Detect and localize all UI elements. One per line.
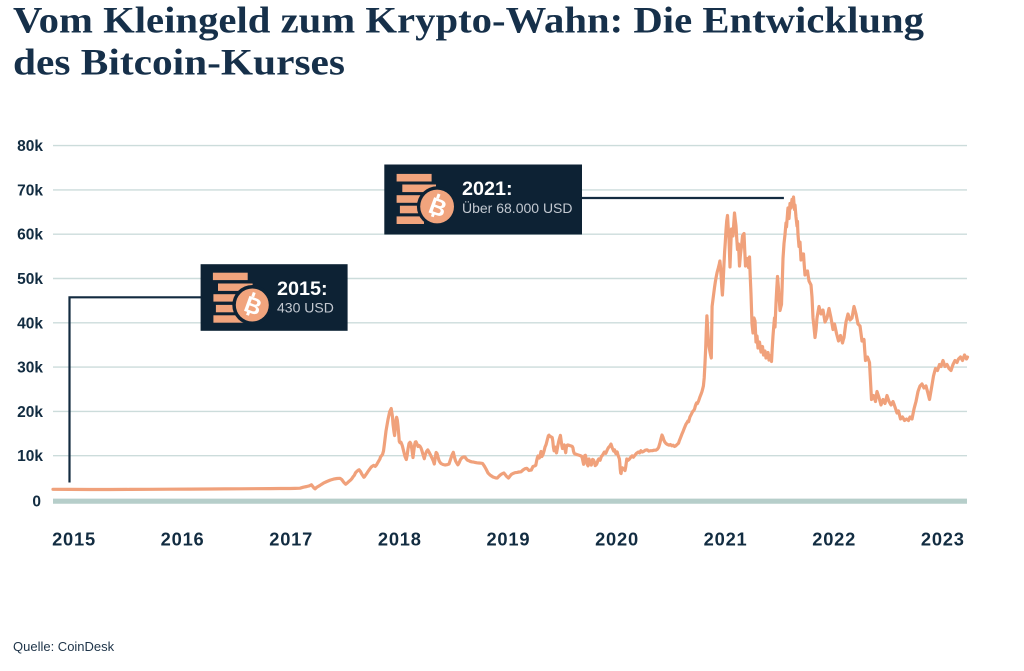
svg-text:2022: 2022 (812, 529, 856, 550)
svg-text:des Bitcoin-Kurses: des Bitcoin-Kurses (13, 42, 345, 83)
svg-text:2015:: 2015: (277, 278, 328, 300)
svg-text:40k: 40k (17, 315, 43, 332)
svg-text:2021:: 2021: (462, 178, 513, 200)
svg-text:10k: 10k (17, 448, 43, 465)
svg-text:Über 68.000 USD: Über 68.000 USD (462, 199, 573, 216)
svg-text:2016: 2016 (161, 529, 205, 550)
svg-text:430 USD: 430 USD (277, 300, 334, 316)
svg-text:60k: 60k (17, 227, 43, 244)
svg-text:0: 0 (32, 494, 41, 511)
svg-text:Vom Kleingeld zum Krypto-Wahn:: Vom Kleingeld zum Krypto-Wahn: Die Entwi… (13, 0, 924, 41)
svg-text:2020: 2020 (595, 529, 639, 550)
svg-text:2015: 2015 (52, 529, 96, 550)
svg-text:2021: 2021 (704, 529, 748, 550)
svg-text:30k: 30k (17, 360, 43, 377)
svg-text:Quelle: CoinDesk: Quelle: CoinDesk (13, 639, 115, 654)
svg-text:50k: 50k (17, 271, 43, 288)
svg-text:2018: 2018 (378, 529, 422, 550)
svg-text:2019: 2019 (486, 529, 530, 550)
svg-text:2017: 2017 (269, 529, 313, 550)
svg-text:70k: 70k (17, 182, 43, 199)
svg-text:20k: 20k (17, 404, 43, 421)
svg-text:2023: 2023 (921, 529, 965, 550)
svg-text:80k: 80k (17, 138, 43, 155)
